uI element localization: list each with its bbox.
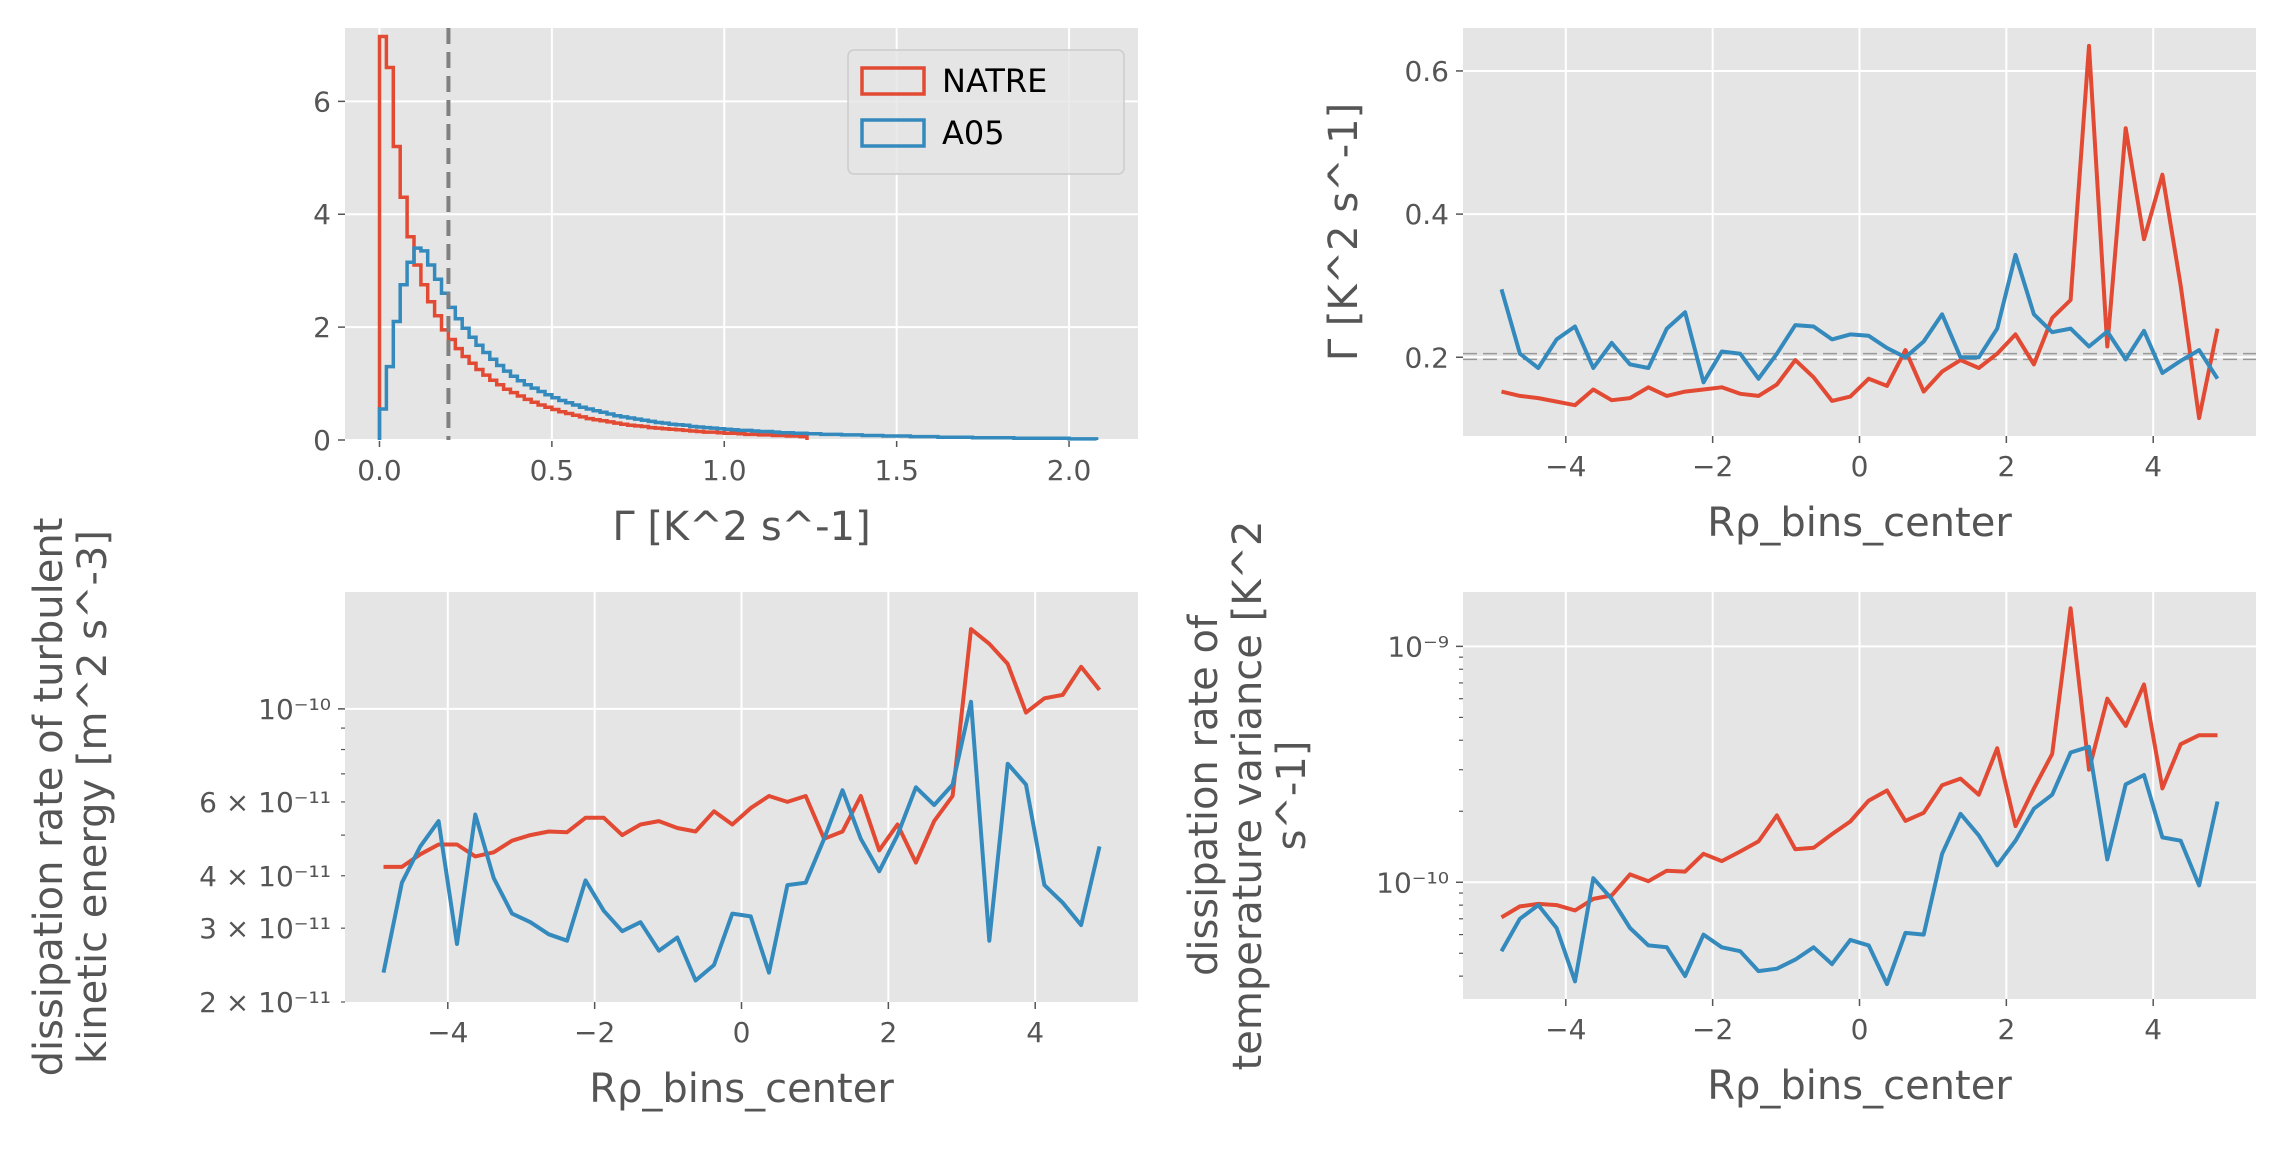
- series-line-natre: [383, 627, 1102, 869]
- series-line-a05: [381, 699, 1102, 983]
- y-axis-label-line: Γ [K^2 s^-1]: [1321, 103, 1367, 361]
- x-tick-label: 0: [1851, 450, 1869, 483]
- y-tick-label: 0.4: [1404, 198, 1449, 231]
- y-axis-label-line: dissipation rate of turbulent: [26, 518, 72, 1077]
- legend-label-a05: A05: [942, 114, 1005, 152]
- y-axis-label: dissipation rate of turbulentkinetic ene…: [26, 518, 116, 1077]
- y-axis-label-line: dissipation rate of: [1181, 614, 1227, 976]
- series-line-a05: [1499, 744, 2220, 987]
- x-tick-label: 2: [1997, 450, 2015, 483]
- series-line-a05: [1499, 252, 2220, 385]
- x-tick-label: −4: [1545, 450, 1586, 483]
- y-axis-label-line: temperature variance [K^2: [1225, 521, 1271, 1071]
- y-tick-label: 4 × 10⁻¹¹: [199, 860, 331, 893]
- x-tick-label: 4: [1026, 1016, 1044, 1049]
- y-axis-label: Γ [K^2 s^-1]: [1321, 103, 1367, 361]
- y-tick-label: 4: [313, 198, 331, 231]
- panel-1: 0.0 0.5 1.0 1.5 2.0 Γ [K^2 s^-1] 0 2 4 6 NATRE A05: [313, 28, 1138, 550]
- x-tick-label: −2: [1692, 1013, 1733, 1046]
- legend: NATRE A05: [847, 49, 1125, 175]
- y-tick-label: 6: [313, 85, 331, 118]
- y-axis-label: dissipation rate oftemperature variance …: [1181, 521, 1315, 1071]
- panel-2: −4 −2 0 2 4 Rρ_bins_center 0.2 0.4 0.6 Γ [K^2 s^-…: [1321, 28, 2256, 546]
- x-axis-label: Γ [K^2 s^-1]: [612, 504, 870, 550]
- x-tick-label: 4: [2144, 450, 2162, 483]
- y-tick-label: 10⁻⁹: [1387, 630, 1449, 663]
- y-tick-label: 0.2: [1404, 341, 1449, 374]
- x-axis-label: Rρ_bins_center: [1707, 500, 2012, 546]
- y-tick-label: 10⁻¹⁰: [1376, 866, 1449, 899]
- y-tick-label: 6 × 10⁻¹¹: [199, 786, 331, 819]
- histogram-step-a05: [377, 246, 1099, 441]
- y-tick-label: 0.6: [1404, 55, 1449, 88]
- legend-swatch-natre: [860, 66, 926, 96]
- x-tick-label: 1.5: [874, 454, 919, 487]
- x-tick-label: 4: [2144, 1013, 2162, 1046]
- y-tick-label: 0: [313, 424, 331, 457]
- series-line-natre: [1501, 43, 2220, 421]
- x-tick-label: 0.5: [530, 454, 575, 487]
- panel-3: −4 −2 0 2 4 Rρ_bins_center 2 × 10⁻¹¹ 3 × 10⁻¹¹ 4…: [26, 518, 1138, 1112]
- x-axis-label: Rρ_bins_center: [589, 1066, 894, 1112]
- x-tick-label: −2: [574, 1016, 615, 1049]
- y-axis-label-line: s^-1]: [1269, 741, 1315, 851]
- y-tick-label: 2: [313, 311, 331, 344]
- x-tick-label: 2: [879, 1016, 897, 1049]
- x-tick-label: 0: [733, 1016, 751, 1049]
- legend-label-natre: NATRE: [942, 62, 1047, 100]
- x-tick-label: −4: [1545, 1013, 1586, 1046]
- x-tick-label: 1.0: [702, 454, 747, 487]
- x-tick-label: −2: [1692, 450, 1733, 483]
- legend-box: [847, 49, 1125, 175]
- y-tick-label: 2 × 10⁻¹¹: [199, 986, 331, 1019]
- x-tick-label: 0: [1851, 1013, 1869, 1046]
- panel-4: −4 −2 0 2 4 Rρ_bins_center 10⁻¹⁰ 10⁻⁹ dissipatio…: [1181, 521, 2256, 1109]
- y-axis-label-line: kinetic energy [m^2 s^-3]: [70, 530, 116, 1064]
- y-tick-label: 3 × 10⁻¹¹: [199, 912, 331, 945]
- legend-swatch-a05: [860, 118, 926, 148]
- x-tick-label: 2: [1997, 1013, 2015, 1046]
- series-line-natre: [1500, 606, 2218, 920]
- x-tick-label: 2.0: [1047, 454, 1092, 487]
- x-tick-label: −4: [427, 1016, 468, 1049]
- x-tick-label: 0.0: [357, 454, 402, 487]
- x-axis-label: Rρ_bins_center: [1707, 1063, 2012, 1109]
- y-tick-label: 10⁻¹⁰: [258, 693, 331, 726]
